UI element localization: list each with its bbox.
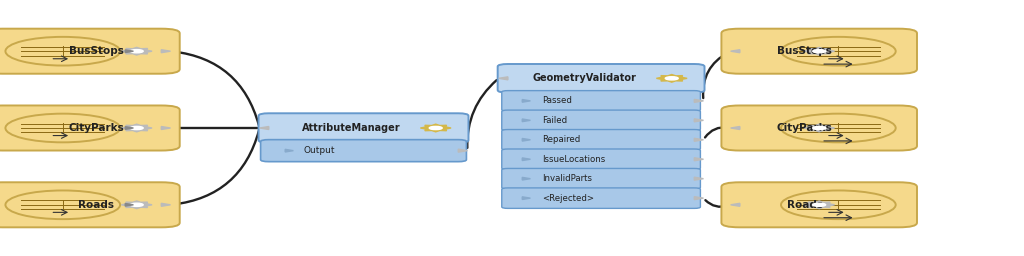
Text: Passed: Passed	[542, 96, 571, 105]
Text: CityParks: CityParks	[777, 123, 833, 133]
Text: <Rejected>: <Rejected>	[542, 194, 594, 203]
Polygon shape	[694, 119, 703, 122]
FancyBboxPatch shape	[502, 168, 700, 189]
Circle shape	[666, 77, 678, 80]
Circle shape	[781, 190, 896, 219]
Circle shape	[5, 190, 120, 219]
Circle shape	[781, 37, 896, 66]
Text: Roads: Roads	[786, 200, 823, 210]
Text: BusStops: BusStops	[777, 46, 833, 56]
Polygon shape	[694, 158, 703, 161]
FancyBboxPatch shape	[0, 182, 180, 227]
Text: Roads: Roads	[78, 200, 115, 210]
Text: BusStops: BusStops	[69, 46, 124, 56]
Polygon shape	[731, 126, 739, 130]
Text: InvalidParts: InvalidParts	[542, 174, 592, 183]
Polygon shape	[694, 197, 703, 200]
FancyBboxPatch shape	[502, 91, 700, 111]
Polygon shape	[694, 138, 703, 141]
FancyBboxPatch shape	[502, 130, 700, 150]
FancyBboxPatch shape	[721, 105, 918, 151]
Circle shape	[130, 126, 143, 130]
Circle shape	[813, 126, 825, 130]
Text: CityParks: CityParks	[69, 123, 124, 133]
FancyBboxPatch shape	[0, 105, 180, 151]
Text: IssueLocations: IssueLocations	[542, 155, 605, 164]
Polygon shape	[259, 126, 268, 130]
Polygon shape	[122, 201, 153, 209]
Polygon shape	[125, 204, 133, 206]
Text: Repaired: Repaired	[542, 135, 580, 144]
Polygon shape	[804, 201, 835, 209]
Circle shape	[5, 114, 120, 142]
Polygon shape	[804, 47, 835, 55]
Polygon shape	[125, 127, 133, 129]
FancyBboxPatch shape	[258, 113, 468, 143]
Polygon shape	[731, 203, 739, 206]
Text: Output: Output	[303, 146, 335, 155]
Circle shape	[813, 203, 825, 206]
Polygon shape	[122, 47, 153, 55]
Polygon shape	[162, 203, 170, 206]
Polygon shape	[522, 119, 530, 122]
FancyBboxPatch shape	[260, 140, 466, 162]
Polygon shape	[522, 158, 530, 161]
Polygon shape	[656, 74, 687, 82]
Polygon shape	[458, 149, 467, 152]
FancyBboxPatch shape	[502, 110, 700, 131]
Polygon shape	[522, 138, 530, 141]
Text: Failed: Failed	[542, 116, 567, 125]
Polygon shape	[522, 177, 530, 180]
Polygon shape	[162, 50, 170, 53]
Polygon shape	[499, 77, 508, 80]
FancyBboxPatch shape	[502, 188, 700, 208]
FancyBboxPatch shape	[0, 29, 180, 74]
Polygon shape	[420, 124, 451, 132]
Circle shape	[130, 50, 143, 53]
Text: GeometryValidator: GeometryValidator	[532, 73, 637, 83]
Polygon shape	[694, 99, 703, 102]
FancyBboxPatch shape	[721, 29, 918, 74]
Polygon shape	[125, 50, 133, 52]
Circle shape	[429, 126, 442, 130]
FancyBboxPatch shape	[721, 182, 918, 227]
Text: AttributeManager: AttributeManager	[302, 123, 400, 133]
Polygon shape	[522, 197, 530, 199]
Circle shape	[813, 50, 825, 53]
Polygon shape	[522, 100, 530, 102]
Polygon shape	[285, 149, 293, 152]
Circle shape	[5, 37, 120, 66]
Polygon shape	[804, 124, 835, 132]
FancyBboxPatch shape	[498, 64, 705, 93]
Circle shape	[781, 114, 896, 142]
FancyBboxPatch shape	[502, 149, 700, 169]
Circle shape	[130, 203, 143, 206]
Polygon shape	[731, 50, 739, 53]
Polygon shape	[694, 177, 703, 180]
Polygon shape	[162, 126, 170, 130]
Polygon shape	[122, 124, 153, 132]
